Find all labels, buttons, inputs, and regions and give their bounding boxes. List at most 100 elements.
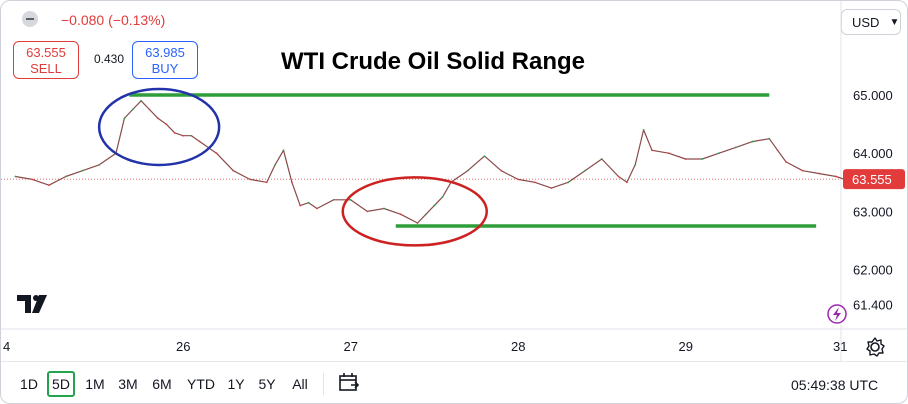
price-point — [98, 163, 101, 166]
price-point — [64, 175, 67, 178]
x-tick-label: 27 — [344, 339, 358, 354]
price-point — [316, 207, 318, 210]
timeframe-5y[interactable]: 5Y — [258, 376, 276, 392]
price-chart[interactable]: 65.000 64.000 63.000 62.000 61.400 63.555 4 26 2… — [1, 1, 907, 361]
price-point — [483, 155, 486, 158]
currency-select[interactable]: USD ▼ — [841, 9, 901, 35]
price-point — [642, 129, 645, 131]
price-point — [517, 178, 519, 181]
sell-price: 63.555 — [26, 45, 66, 60]
timeframe-1m[interactable]: 1M — [85, 376, 105, 392]
price-point — [785, 161, 787, 163]
price-point — [651, 149, 653, 152]
timeframe-3m[interactable]: 3M — [118, 376, 138, 392]
price-point — [173, 131, 176, 134]
price-point — [274, 163, 277, 166]
price-point — [232, 169, 235, 172]
price-point — [282, 149, 285, 152]
timeframe-5d[interactable]: 5D — [47, 371, 75, 397]
price-point — [249, 178, 251, 181]
spread-value: 0.430 — [93, 52, 125, 66]
price-point — [625, 181, 628, 184]
price-point — [634, 163, 637, 166]
timeframe-6m[interactable]: 6M — [152, 376, 172, 392]
price-point — [31, 178, 34, 181]
timeframe-1d[interactable]: 1D — [20, 376, 38, 392]
x-tick-label: 28 — [511, 339, 525, 354]
buy-price: 63.985 — [145, 45, 185, 60]
price-point — [366, 210, 369, 213]
price-point — [349, 198, 352, 201]
price-series-line — [15, 100, 845, 224]
price-point — [416, 222, 419, 224]
utc-clock[interactable]: 05:49:38 UTC — [791, 377, 879, 393]
current-price-label: 63.555 — [852, 172, 892, 187]
price-point — [265, 181, 268, 184]
price-point — [299, 204, 302, 207]
current-price-tag — [843, 169, 905, 190]
price-point — [776, 149, 779, 152]
price-point — [600, 158, 603, 160]
price-point — [466, 169, 469, 172]
y-tick-label: 63.000 — [853, 204, 893, 219]
x-tick-label: 4 — [3, 339, 10, 354]
price-point — [818, 172, 821, 175]
chevron-down-icon: ▼ — [889, 16, 900, 28]
price-point — [165, 123, 168, 125]
price-point — [734, 146, 737, 149]
price-point — [140, 99, 143, 102]
x-tick-label: 29 — [679, 339, 693, 354]
price-point — [441, 195, 444, 198]
price-point — [684, 158, 687, 160]
gear-icon[interactable] — [865, 337, 885, 357]
x-tick-label: 31 — [833, 339, 847, 354]
price-point — [835, 175, 838, 178]
price-change: −0.080 (−0.13%) — [61, 12, 166, 28]
price-point — [433, 204, 436, 207]
timeframe-1y[interactable]: 1Y — [227, 376, 245, 392]
price-point — [801, 169, 804, 172]
top-bar: −0.080 (−0.13%) — [1, 1, 841, 37]
price-point — [768, 137, 771, 140]
price-point — [123, 117, 126, 120]
low-marker-circle — [341, 176, 488, 247]
timeframe-ytd[interactable]: YTD — [187, 376, 215, 392]
price-point — [533, 181, 536, 184]
price-point — [667, 152, 670, 155]
price-point — [751, 140, 754, 143]
collapse-icon[interactable] — [22, 11, 38, 27]
price-point — [215, 152, 218, 155]
price-point — [14, 175, 17, 178]
toolbar-divider — [323, 373, 324, 395]
x-tick-label: 26 — [176, 339, 190, 354]
sell-button[interactable]: 63.555 SELL — [13, 41, 79, 79]
buy-label: BUY — [151, 61, 179, 76]
price-point — [701, 158, 704, 160]
calendar-range-icon[interactable] — [337, 371, 361, 395]
price-point — [550, 187, 553, 190]
bottom-toolbar — [1, 361, 907, 403]
price-point — [500, 169, 503, 172]
price-point — [290, 181, 293, 184]
price-point — [190, 134, 193, 137]
y-tick-label: 65.000 — [853, 88, 893, 103]
sell-label: SELL — [30, 61, 62, 76]
price-point — [48, 184, 50, 187]
currency-label: USD — [852, 14, 880, 30]
price-point — [148, 108, 151, 111]
price-point — [567, 181, 570, 184]
y-tick-label: 61.400 — [853, 298, 893, 313]
price-point — [383, 207, 385, 210]
tradingview-logo — [17, 295, 47, 313]
price-point — [156, 117, 159, 120]
price-point — [332, 198, 335, 201]
chart-title: WTI Crude Oil Solid Range — [281, 48, 586, 75]
high-marker-circle — [97, 87, 221, 167]
timeframe-all[interactable]: All — [292, 376, 308, 392]
price-point — [584, 169, 586, 172]
price-point — [399, 213, 402, 216]
buy-button[interactable]: 63.985 BUY — [132, 41, 198, 79]
price-point — [198, 140, 201, 143]
lightning-icon — [833, 307, 841, 321]
